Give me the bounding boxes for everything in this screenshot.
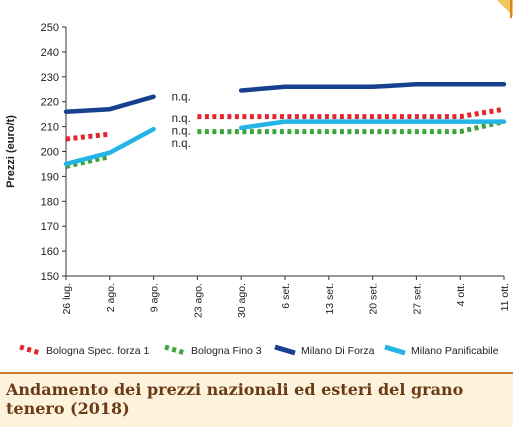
chart-title: Andamento dei prezzi nazionali ed esteri… bbox=[6, 380, 464, 418]
caption-band: Andamento dei prezzi nazionali ed esteri… bbox=[0, 372, 513, 427]
y-tick-label: 180 bbox=[41, 196, 59, 208]
annotation-nq: n.q. bbox=[172, 92, 191, 104]
x-tick-label: 6 set. bbox=[280, 283, 292, 309]
series-line-milano-di-forza bbox=[238, 82, 507, 93]
legend-swatch-milano-panificabile bbox=[384, 344, 406, 356]
legend-swatch-milano-di-forza bbox=[274, 344, 296, 356]
series-line-bologna-fino-3 bbox=[197, 119, 505, 135]
y-tick-label: 230 bbox=[41, 72, 59, 84]
x-tick-label: 26 lug. bbox=[61, 283, 73, 315]
legend-swatch-bologna-fino-3 bbox=[164, 344, 186, 356]
y-tick-label: 220 bbox=[41, 97, 59, 109]
x-tick-label: 30 ago. bbox=[236, 283, 248, 318]
legend-label-bologna-fino-3: Bologna Fino 3 bbox=[191, 345, 262, 357]
x-tick-label: 9 ago. bbox=[149, 283, 161, 312]
legend-label-milano-panificabile: Milano Panificabile bbox=[411, 345, 499, 357]
y-axis-title: Prezzi (euro/t) bbox=[5, 115, 17, 188]
line-chart: 150 160 170 180 190 200 210 220 230 240 250 26 lug.… bbox=[5, 22, 511, 357]
series-line-bologna-spec-forza-1 bbox=[197, 106, 505, 120]
x-tick-label: 4 ott. bbox=[455, 283, 467, 306]
x-tick-label: 13 set. bbox=[324, 283, 336, 315]
annotation-nq: n.q. bbox=[172, 138, 191, 150]
legend-label-bologna-spec-forza-1: Bologna Spec. forza 1 bbox=[46, 345, 149, 357]
series-line-milano-panificabile bbox=[238, 119, 507, 131]
series-line-milano-panificabile bbox=[63, 126, 156, 167]
annotation-nq: n.q. bbox=[172, 113, 191, 125]
corner-fold-line bbox=[510, 0, 512, 18]
y-tick-label: 160 bbox=[41, 246, 59, 258]
series-line-milano-di-forza bbox=[63, 94, 156, 114]
series-line-bologna-spec-forza-1 bbox=[65, 131, 111, 142]
y-tick-label: 170 bbox=[41, 221, 59, 233]
x-tick-label: 27 set. bbox=[411, 283, 423, 315]
annotation-nq: n.q. bbox=[172, 125, 191, 137]
y-tick-label: 200 bbox=[41, 147, 59, 159]
y-tick-label: 210 bbox=[41, 122, 59, 134]
y-tick-label: 190 bbox=[41, 171, 59, 183]
legend-label-milano-di-forza: Milano Di Forza bbox=[301, 345, 375, 357]
x-tick-label: 11 ott. bbox=[499, 283, 511, 311]
legend-swatch-bologna-spec-forza-1 bbox=[19, 344, 41, 356]
y-tick-label: 250 bbox=[41, 22, 59, 34]
y-tick-label: 150 bbox=[41, 271, 59, 283]
y-tick-label: 240 bbox=[41, 47, 59, 59]
x-tick-label: 23 ago. bbox=[192, 283, 204, 318]
corner-fold-decoration bbox=[497, 0, 513, 16]
x-tick-label: 20 set. bbox=[368, 283, 380, 315]
x-tick-label: 2 ago. bbox=[105, 283, 117, 312]
